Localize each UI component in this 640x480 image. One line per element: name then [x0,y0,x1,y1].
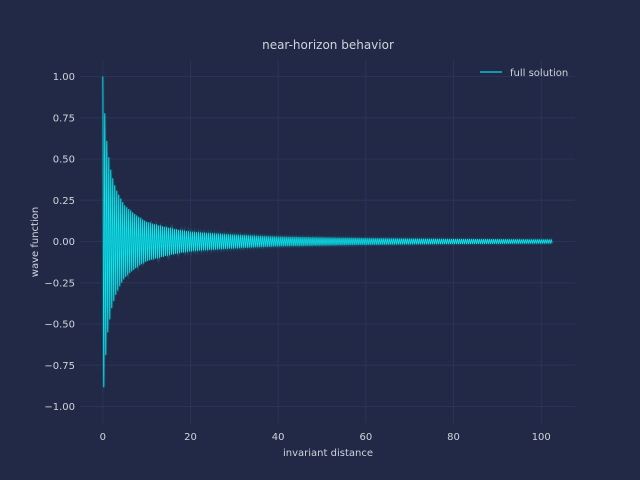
y-tick-label: −1.00 [44,402,75,413]
y-tick-label: 0.25 [53,196,75,207]
x-tick-label: 20 [184,432,197,443]
y-axis: 1.00 0.75 0.50 0.25 0.00 −0.25 −0.50 −0.75 −1.00 [44,72,75,413]
chart-title: near-horizon behavior [262,38,394,52]
legend: full solution [480,68,568,79]
x-tick-label: 0 [100,432,106,443]
series-line-full-solution [102,76,553,388]
y-tick-label: −0.75 [44,361,75,372]
y-tick-label: −0.25 [44,278,75,289]
y-tick-label: −0.50 [44,320,75,331]
y-tick-label: 0.00 [53,237,75,248]
series-layer [101,76,554,388]
y-tick-label: 1.00 [53,72,75,83]
y-tick-label: 0.75 [53,113,75,124]
x-tick-label: 80 [447,432,460,443]
x-axis-label: invariant distance [283,448,373,459]
x-tick-label: 60 [359,432,372,443]
y-tick-label: 0.50 [53,155,75,166]
x-axis: 0 20 40 60 80 100 [100,432,551,443]
y-axis-label: wave function [30,207,41,277]
x-tick-label: 100 [532,432,551,443]
legend-label-full-solution: full solution [510,68,568,79]
x-tick-label: 40 [272,432,285,443]
